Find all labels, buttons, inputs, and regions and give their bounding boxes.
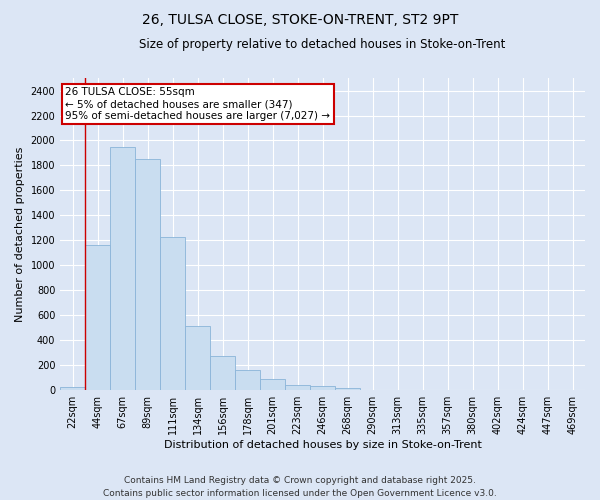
Bar bbox=[235, 370, 260, 390]
Y-axis label: Number of detached properties: Number of detached properties bbox=[15, 146, 25, 322]
Bar bbox=[285, 384, 310, 390]
Text: 26 TULSA CLOSE: 55sqm
← 5% of detached houses are smaller (347)
95% of semi-deta: 26 TULSA CLOSE: 55sqm ← 5% of detached h… bbox=[65, 88, 331, 120]
Bar bbox=[85, 244, 110, 390]
Bar bbox=[160, 236, 185, 390]
Title: Size of property relative to detached houses in Stoke-on-Trent: Size of property relative to detached ho… bbox=[139, 38, 506, 51]
Bar bbox=[135, 159, 160, 390]
Bar bbox=[260, 379, 285, 390]
Text: Contains HM Land Registry data © Crown copyright and database right 2025.
Contai: Contains HM Land Registry data © Crown c… bbox=[103, 476, 497, 498]
Text: 26, TULSA CLOSE, STOKE-ON-TRENT, ST2 9PT: 26, TULSA CLOSE, STOKE-ON-TRENT, ST2 9PT bbox=[142, 12, 458, 26]
Bar bbox=[310, 386, 335, 390]
X-axis label: Distribution of detached houses by size in Stoke-on-Trent: Distribution of detached houses by size … bbox=[164, 440, 482, 450]
Bar bbox=[335, 388, 360, 390]
Bar bbox=[110, 146, 135, 390]
Bar bbox=[60, 387, 85, 390]
Bar bbox=[185, 326, 210, 390]
Bar bbox=[210, 356, 235, 390]
